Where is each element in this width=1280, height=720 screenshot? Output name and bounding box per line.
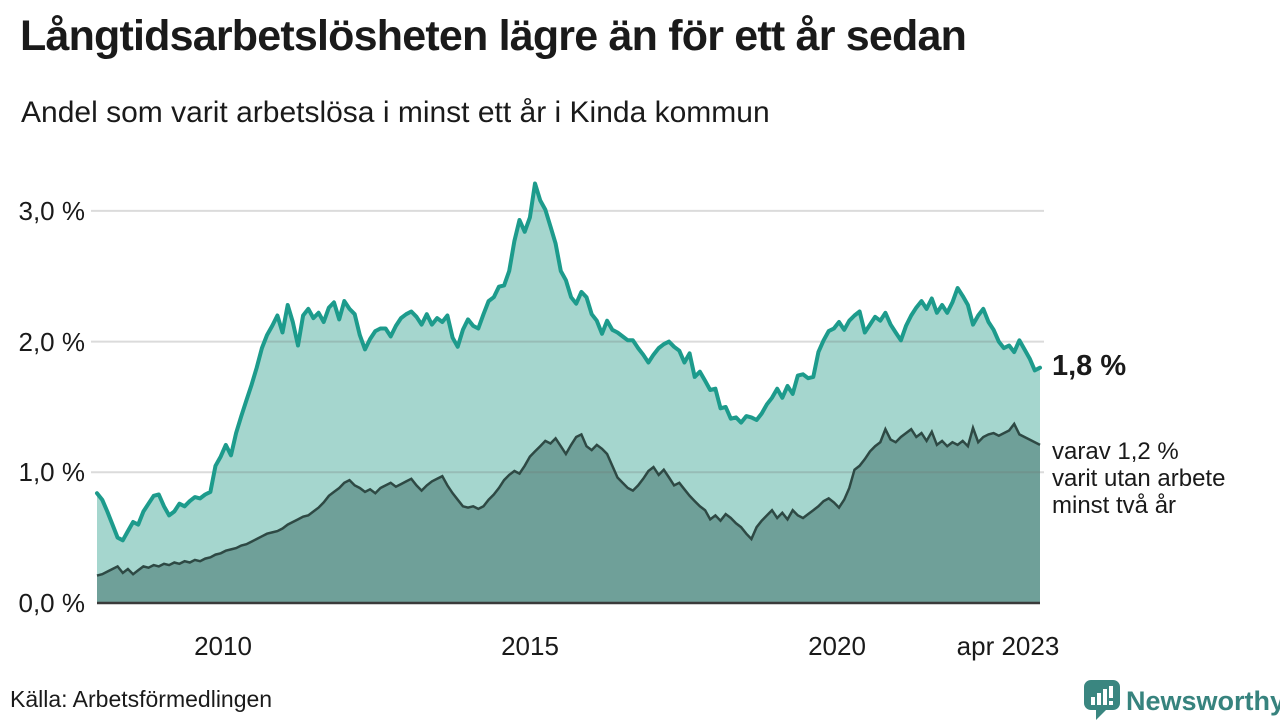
two-year-annotation-line2: varit utan arbete bbox=[1052, 465, 1226, 492]
x-tick-2020: 2020 bbox=[808, 631, 866, 661]
newsworthy-wordmark: Newsworthy bbox=[1126, 686, 1280, 716]
x-tick-2010: 2010 bbox=[194, 631, 252, 661]
page-subtitle: Andel som varit arbetslösa i minst ett å… bbox=[21, 96, 770, 129]
two-year-annotation: varav 1,2 % varit utan arbete minst två … bbox=[1052, 438, 1225, 519]
y-tick-0: 0,0 % bbox=[18, 588, 86, 618]
source-credit: Källa: Arbetsförmedlingen bbox=[10, 686, 273, 712]
y-tick-3: 3,0 % bbox=[18, 196, 86, 226]
line-unemployed-one-year bbox=[95, 181, 1042, 543]
page-title: Långtidsarbetslösheten lägre än för ett … bbox=[20, 12, 967, 60]
newsworthy-logo-icon bbox=[1084, 680, 1120, 720]
two-year-annotation-line1: varav 1,2 % bbox=[1052, 438, 1179, 465]
area-unemployed-two-years bbox=[97, 423, 1040, 603]
y-tick-2: 2,0 % bbox=[18, 327, 86, 357]
two-year-annotation-line3: minst två år bbox=[1052, 492, 1177, 519]
latest-value-annotation: 1,8 % bbox=[1052, 350, 1127, 382]
x-tick-2015: 2015 bbox=[501, 631, 559, 661]
y-tick-1: 1,0 % bbox=[18, 457, 86, 487]
x-tick-apr-2023: apr 2023 bbox=[956, 631, 1060, 661]
line-unemployed-two-years bbox=[96, 421, 1041, 577]
gridlines bbox=[91, 209, 1044, 474]
